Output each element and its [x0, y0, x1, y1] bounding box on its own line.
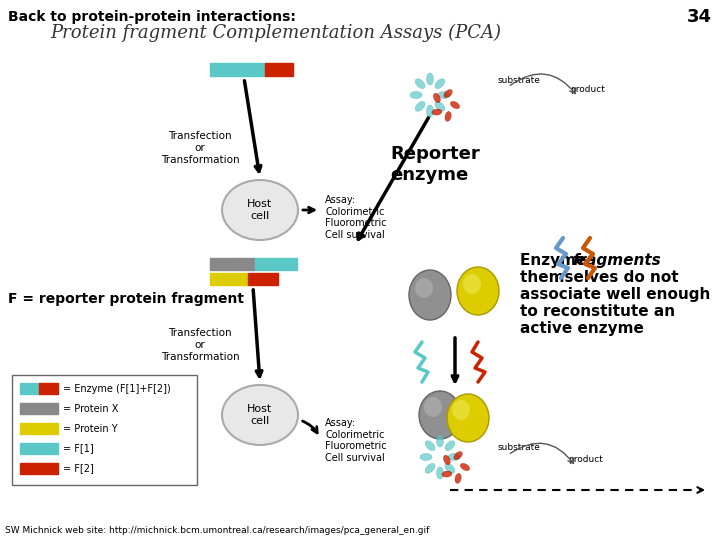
Text: Host
cell: Host cell — [248, 199, 273, 221]
Text: substrate: substrate — [498, 443, 541, 452]
Ellipse shape — [432, 109, 442, 115]
Bar — [210, 63, 265, 76]
Text: Reporter
enzyme: Reporter enzyme — [390, 145, 480, 184]
Bar — [210, 258, 255, 270]
Bar — [255, 258, 297, 270]
Bar — [20, 463, 58, 474]
Text: Enzyme: Enzyme — [520, 253, 592, 268]
Ellipse shape — [410, 91, 422, 98]
Text: F = reporter protein fragment: F = reporter protein fragment — [8, 292, 244, 306]
Ellipse shape — [447, 394, 489, 442]
Ellipse shape — [445, 111, 451, 122]
Text: = F[1]: = F[1] — [63, 443, 94, 454]
Text: 34: 34 — [687, 8, 712, 26]
Text: Protein fragment Complementation Assays (PCA): Protein fragment Complementation Assays … — [50, 24, 501, 42]
Ellipse shape — [420, 454, 432, 461]
Ellipse shape — [457, 267, 499, 315]
Ellipse shape — [435, 102, 445, 111]
Ellipse shape — [415, 278, 433, 298]
Text: = Protein X: = Protein X — [63, 403, 118, 414]
Ellipse shape — [433, 93, 441, 103]
Ellipse shape — [460, 463, 469, 470]
Text: Transfection
or
Transformation: Transfection or Transformation — [161, 328, 239, 362]
Ellipse shape — [426, 105, 433, 117]
Ellipse shape — [426, 73, 433, 85]
Bar — [20, 423, 58, 434]
Ellipse shape — [436, 467, 444, 479]
Text: = Protein Y: = Protein Y — [63, 423, 117, 434]
Ellipse shape — [444, 90, 452, 98]
Ellipse shape — [415, 79, 425, 89]
Text: = F[2]: = F[2] — [63, 463, 94, 474]
Text: Transfection
or
Transformation: Transfection or Transformation — [161, 131, 239, 165]
Bar — [39, 383, 58, 394]
Bar — [210, 273, 248, 285]
Ellipse shape — [222, 180, 298, 240]
Ellipse shape — [445, 441, 455, 450]
Ellipse shape — [448, 454, 460, 461]
Bar — [20, 403, 58, 414]
Text: Assay:
Colorimetric
Fluorometric
Cell survival: Assay: Colorimetric Fluorometric Cell su… — [325, 195, 387, 240]
Text: themselves do not: themselves do not — [520, 270, 679, 285]
Text: substrate: substrate — [498, 76, 541, 85]
Ellipse shape — [436, 435, 444, 447]
Ellipse shape — [438, 91, 450, 98]
Ellipse shape — [454, 451, 462, 460]
Ellipse shape — [435, 79, 445, 89]
Text: fragments: fragments — [572, 253, 661, 268]
Ellipse shape — [426, 441, 435, 450]
Text: SW Michnick web site: http://michnick.bcm.umontreal.ca/research/images/pca_gener: SW Michnick web site: http://michnick.bc… — [5, 526, 429, 535]
Ellipse shape — [452, 400, 470, 420]
Text: product: product — [570, 85, 605, 94]
Ellipse shape — [222, 385, 298, 445]
Bar — [20, 443, 58, 454]
Text: Back to protein-protein interactions:: Back to protein-protein interactions: — [8, 10, 296, 24]
Bar — [265, 63, 293, 76]
Ellipse shape — [445, 463, 455, 473]
Text: associate well enough: associate well enough — [520, 287, 711, 302]
Text: Assay:
Colorimetric
Fluorometric
Cell survival: Assay: Colorimetric Fluorometric Cell su… — [325, 418, 387, 463]
Text: Host
cell: Host cell — [248, 404, 273, 426]
Ellipse shape — [463, 274, 481, 294]
Text: active enzyme: active enzyme — [520, 321, 644, 336]
Ellipse shape — [426, 463, 435, 473]
Ellipse shape — [415, 102, 425, 111]
Ellipse shape — [444, 455, 450, 465]
Bar — [12, 375, 197, 485]
Ellipse shape — [442, 471, 452, 477]
Text: to reconstitute an: to reconstitute an — [520, 304, 675, 319]
Ellipse shape — [451, 102, 459, 109]
Bar — [20, 383, 39, 394]
Text: = Enzyme (F[1]+F[2]): = Enzyme (F[1]+F[2]) — [63, 383, 171, 394]
Bar — [248, 273, 278, 285]
Ellipse shape — [409, 270, 451, 320]
Ellipse shape — [419, 391, 461, 439]
Ellipse shape — [455, 474, 462, 483]
Ellipse shape — [424, 397, 442, 417]
Text: product: product — [568, 455, 603, 464]
